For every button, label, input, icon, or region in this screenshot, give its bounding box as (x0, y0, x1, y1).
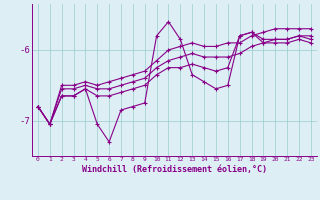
X-axis label: Windchill (Refroidissement éolien,°C): Windchill (Refroidissement éolien,°C) (82, 165, 267, 174)
